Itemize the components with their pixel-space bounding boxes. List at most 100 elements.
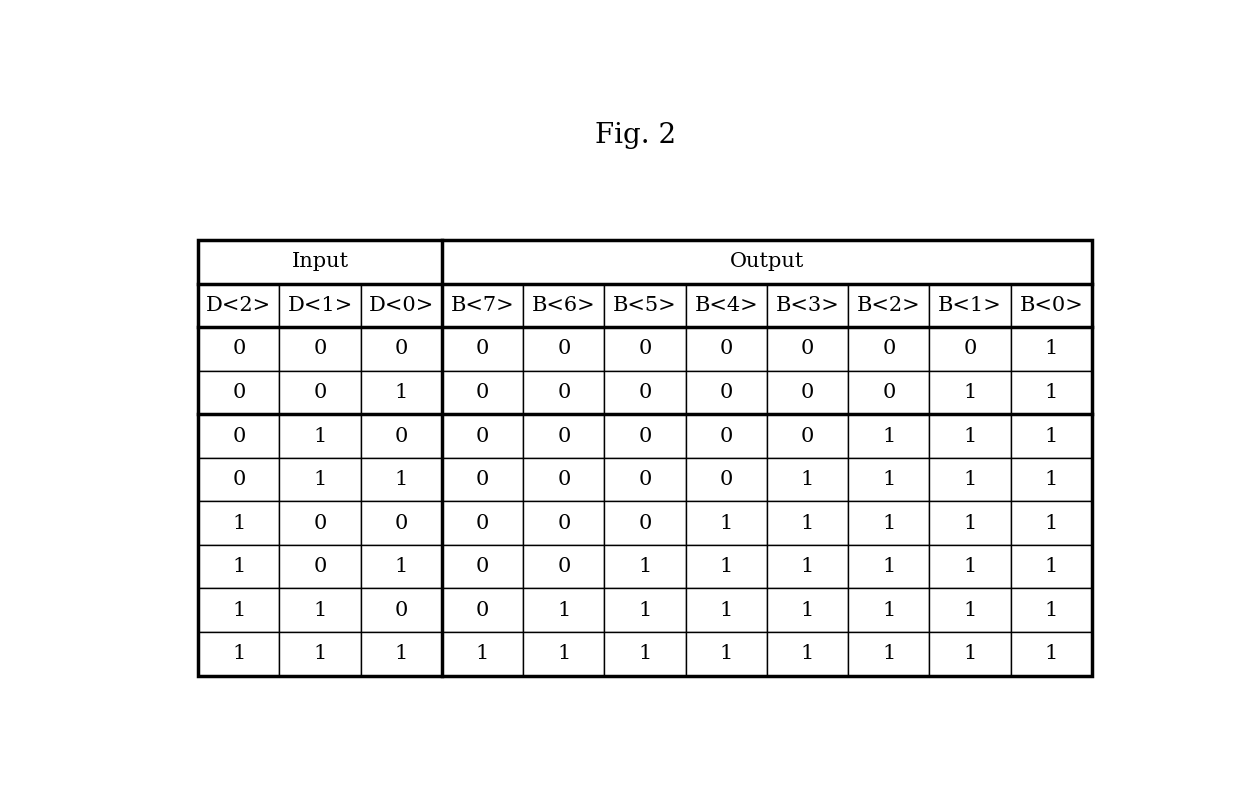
Bar [604,588,686,632]
Text: 0: 0 [476,427,490,445]
Text: 1: 1 [639,558,652,576]
Bar [1011,545,1092,588]
Text: 0: 0 [557,558,570,576]
Bar [848,371,930,415]
Text: B<1>: B<1> [939,296,1002,315]
Bar [768,545,848,588]
Text: 1: 1 [963,383,977,402]
Bar [361,588,441,632]
Text: 0: 0 [232,470,246,489]
Bar [930,458,1011,501]
Text: Input: Input [291,252,348,271]
Bar [930,327,1011,371]
Text: 1: 1 [557,600,570,620]
Bar [198,458,279,501]
Text: 0: 0 [719,427,733,445]
Bar [768,284,848,327]
Text: 1: 1 [1044,514,1058,532]
Text: D<1>: D<1> [288,296,352,315]
Text: 0: 0 [394,339,408,359]
Bar [361,327,441,371]
Text: B<0>: B<0> [1019,296,1084,315]
Text: 0: 0 [963,339,977,359]
Text: 1: 1 [882,470,895,489]
Bar [686,501,768,545]
Bar [768,371,848,415]
Bar [279,327,361,371]
Bar [441,501,523,545]
Bar [441,284,523,327]
Bar [768,327,848,371]
Bar [930,501,1011,545]
Bar [523,458,604,501]
Text: 1: 1 [1044,339,1058,359]
Text: D<2>: D<2> [206,296,272,315]
Text: 0: 0 [476,558,490,576]
Bar [848,458,930,501]
Bar [768,588,848,632]
Bar [604,545,686,588]
Text: 1: 1 [1044,600,1058,620]
Bar [930,371,1011,415]
Bar [686,588,768,632]
Bar [604,415,686,458]
Text: B<7>: B<7> [451,296,515,315]
Text: 1: 1 [963,644,977,663]
Bar [361,632,441,675]
Bar [279,632,361,675]
Text: 1: 1 [719,514,733,532]
Bar [848,501,930,545]
Text: B<4>: B<4> [694,296,758,315]
Text: B<6>: B<6> [532,296,595,315]
Bar [361,284,441,327]
Bar [930,415,1011,458]
Bar [1011,284,1092,327]
Bar [523,632,604,675]
Text: 0: 0 [476,470,490,489]
Bar [848,415,930,458]
Bar [523,371,604,415]
Bar [198,501,279,545]
Bar [441,240,1092,284]
Text: 1: 1 [476,644,490,663]
Text: 0: 0 [394,600,408,620]
Bar [604,327,686,371]
Bar [1011,415,1092,458]
Bar [604,284,686,327]
Text: B<2>: B<2> [857,296,920,315]
Bar [848,632,930,675]
Bar [930,545,1011,588]
Text: 1: 1 [963,427,977,445]
Bar [768,415,848,458]
Bar [441,545,523,588]
Text: D<0>: D<0> [368,296,434,315]
Text: 0: 0 [314,558,327,576]
Bar [361,458,441,501]
Bar [768,501,848,545]
Text: 0: 0 [557,427,570,445]
Bar [848,327,930,371]
Bar [1011,588,1092,632]
Bar [686,632,768,675]
Bar [198,545,279,588]
Text: 1: 1 [1044,470,1058,489]
Bar [198,371,279,415]
Text: 0: 0 [232,383,246,402]
Bar [686,415,768,458]
Bar [523,545,604,588]
Text: 0: 0 [801,339,815,359]
Text: 0: 0 [476,339,490,359]
Bar [441,588,523,632]
Text: 1: 1 [639,600,652,620]
Bar [279,371,361,415]
Text: Fig. 2: Fig. 2 [595,122,676,149]
Bar [686,545,768,588]
Bar [604,458,686,501]
Text: 0: 0 [476,600,490,620]
Bar [361,415,441,458]
Bar [279,588,361,632]
Text: 1: 1 [801,470,815,489]
Text: 1: 1 [1044,644,1058,663]
Text: 0: 0 [639,427,652,445]
Text: 0: 0 [314,514,327,532]
